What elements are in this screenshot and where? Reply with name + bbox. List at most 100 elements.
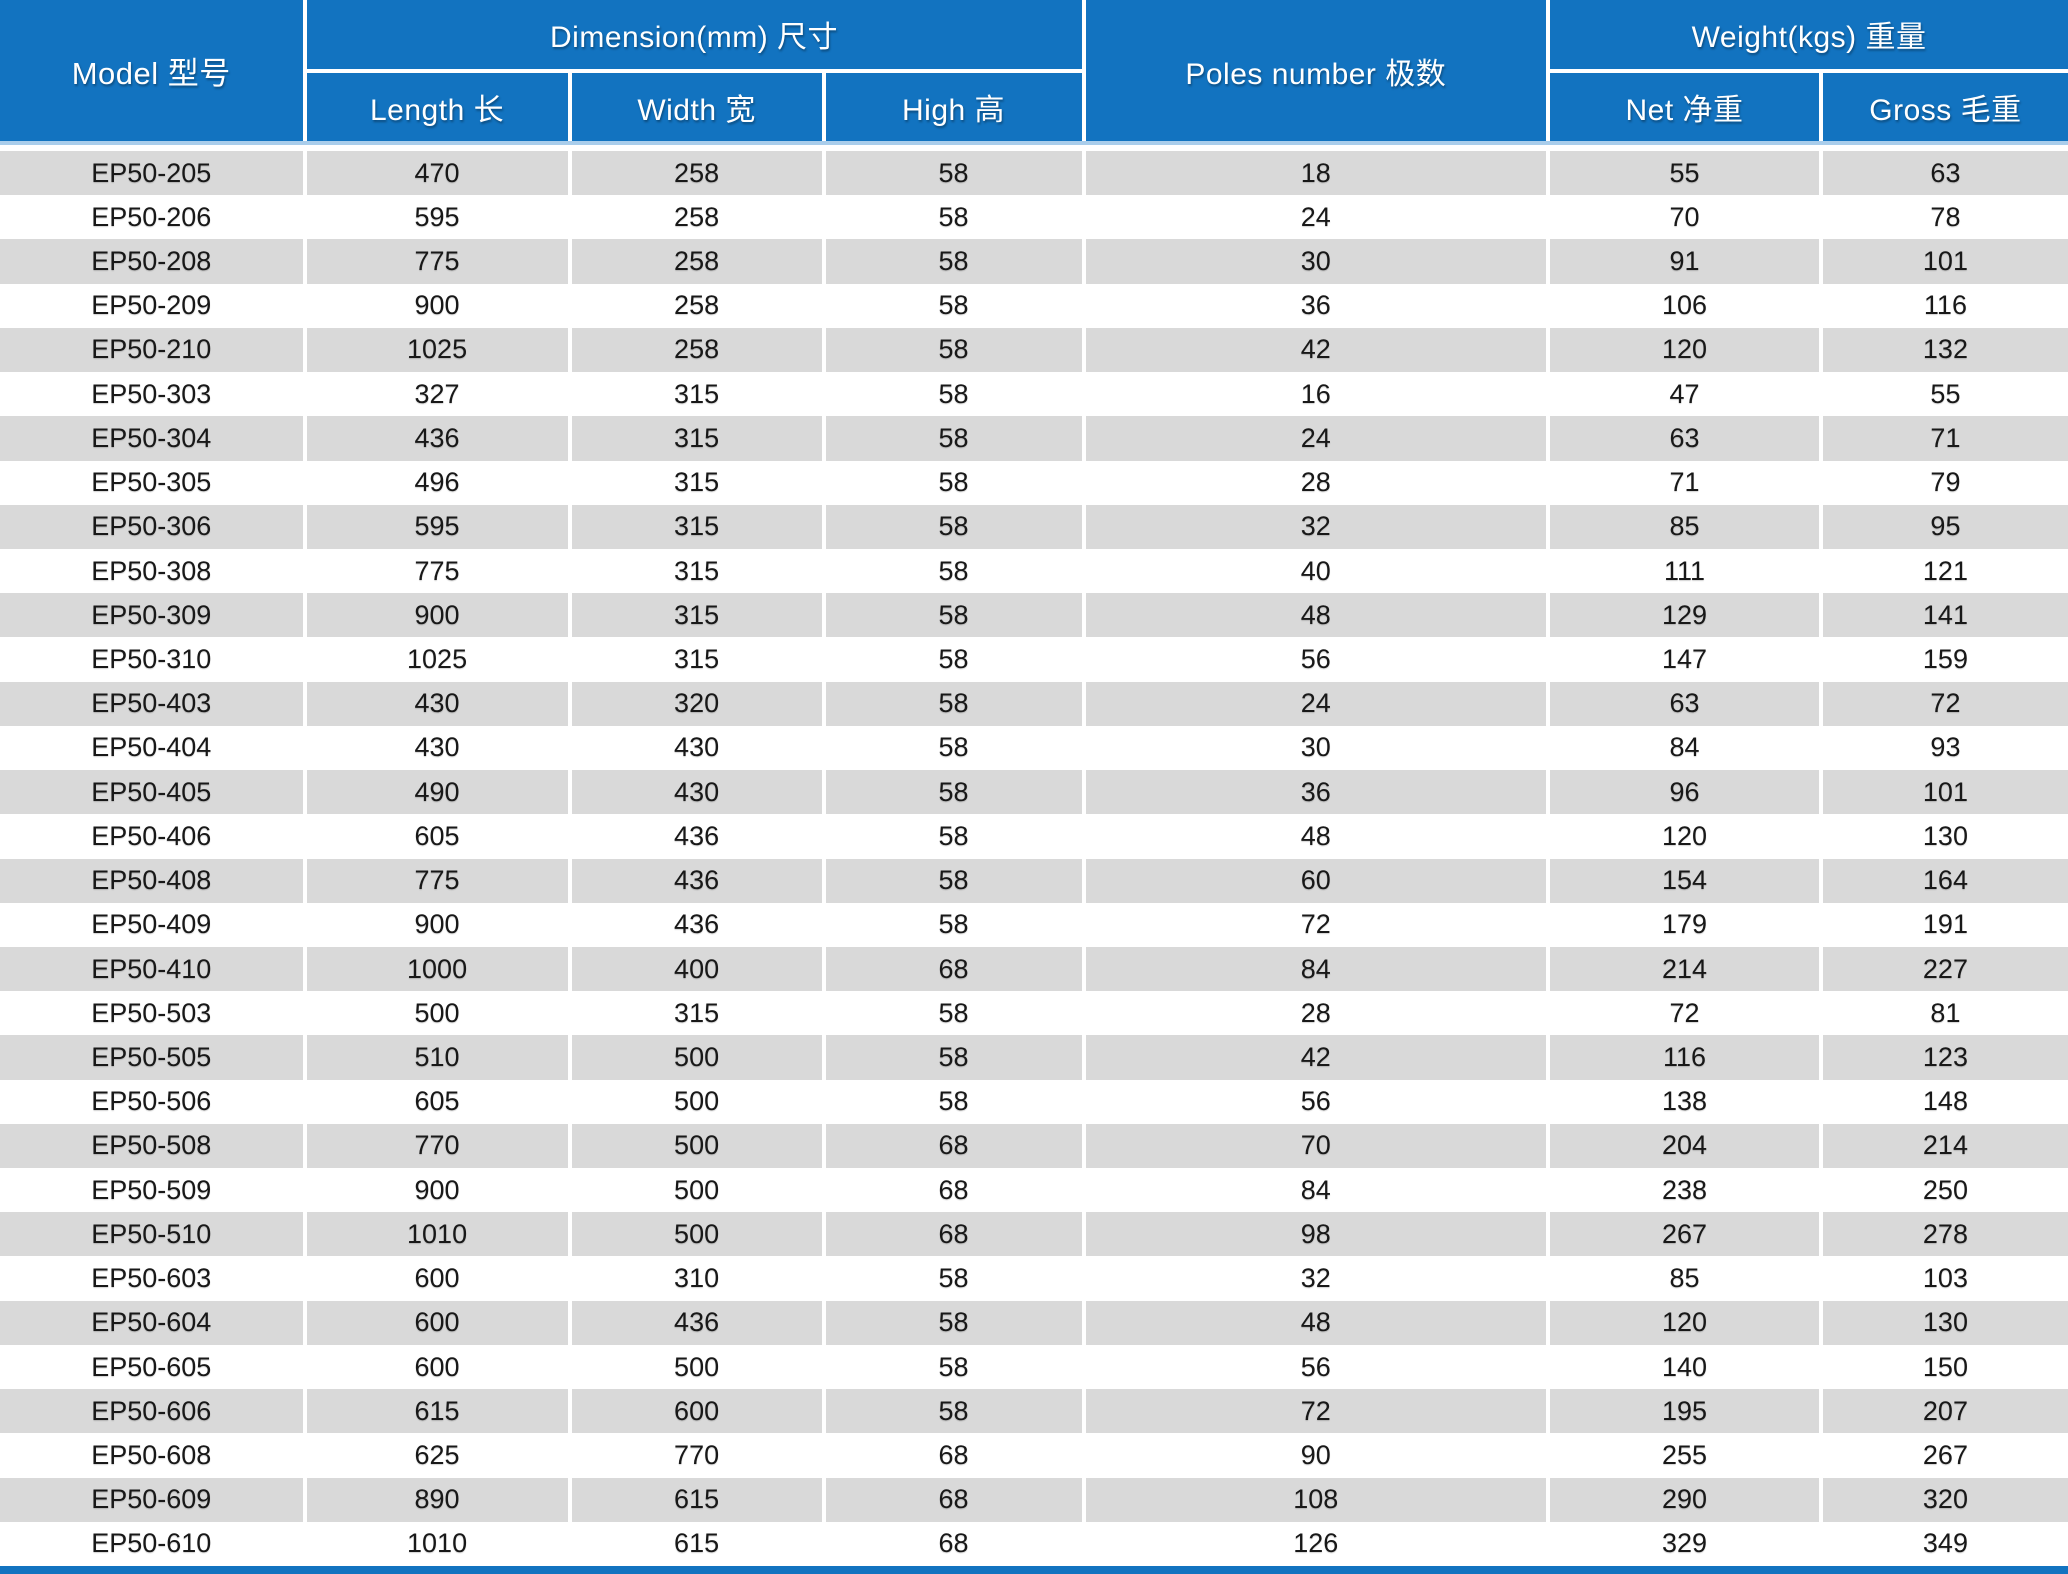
value-cell: 500 xyxy=(674,1351,720,1382)
value-cell: 126 xyxy=(1293,1528,1339,1559)
value-cell: 108 xyxy=(1085,1477,1547,1522)
value-cell: 436 xyxy=(571,858,822,903)
value-cell: 1010 xyxy=(306,1212,568,1257)
width-header-cell: Width 宽 xyxy=(571,72,822,141)
value-cell: 430 xyxy=(306,681,568,726)
value-cell: 400 xyxy=(571,946,822,992)
value-cell: 1025 xyxy=(306,327,568,373)
value-cell: 116 xyxy=(1550,1035,1819,1080)
value-cell: 58 xyxy=(938,290,969,321)
table-row: EP50-608 625 770 68 90 255 267 xyxy=(0,1433,2068,1478)
table-row: EP50-408 775 436 58 60 154 164 xyxy=(0,858,2068,903)
model-cell: EP50-606 xyxy=(0,1389,303,1434)
value-cell: 24 xyxy=(1085,416,1547,461)
table-row: EP50-406 605 436 58 48 120 130 xyxy=(0,814,2068,859)
model-cell: EP50-509 xyxy=(91,1174,212,1205)
table-row: EP50-403 430 320 58 24 63 72 xyxy=(0,681,2068,726)
value-cell: 150 xyxy=(1922,1351,1968,1382)
value-cell: 42 xyxy=(1085,327,1547,373)
table-body: EP50-205 470 258 58 18 55 63 EP50-206 595 258 58 24… xyxy=(0,151,2068,1566)
value-cell: 147 xyxy=(1661,644,1708,675)
table-row: EP50-306 595 315 58 32 85 95 xyxy=(0,504,2068,549)
value-cell: 615 xyxy=(571,1477,822,1522)
value-cell: 68 xyxy=(938,1174,969,1205)
value-cell: 258 xyxy=(571,327,822,373)
value-cell: 430 xyxy=(571,770,822,815)
value-cell: 770 xyxy=(306,1123,568,1169)
value-cell: 500 xyxy=(674,1086,720,1117)
value-cell: 500 xyxy=(674,1174,720,1205)
value-cell: 101 xyxy=(1822,770,2068,815)
model-cell: EP50-310 xyxy=(91,644,212,675)
value-cell: 58 xyxy=(825,593,1082,638)
value-cell: 191 xyxy=(1922,909,1968,940)
value-cell: 58 xyxy=(825,1035,1082,1080)
value-cell: 329 xyxy=(1661,1528,1708,1559)
table-row: EP50-308 775 315 58 40 111 121 xyxy=(0,548,2068,594)
value-cell: 775 xyxy=(306,858,568,903)
value-cell: 615 xyxy=(674,1528,720,1559)
table-row: EP50-604 600 436 58 48 120 130 xyxy=(0,1300,2068,1345)
value-cell: 58 xyxy=(938,997,969,1028)
value-cell: 138 xyxy=(1661,1086,1708,1117)
value-cell: 900 xyxy=(414,1174,460,1205)
value-cell: 775 xyxy=(414,555,460,586)
value-cell: 900 xyxy=(414,909,460,940)
value-cell: 775 xyxy=(306,239,568,284)
value-cell: 71 xyxy=(1822,416,2068,461)
value-cell: 58 xyxy=(938,467,969,498)
value-cell: 890 xyxy=(306,1477,568,1522)
value-cell: 310 xyxy=(674,1263,720,1294)
model-cell: EP50-308 xyxy=(91,555,212,586)
table-row: EP50-603 600 310 58 32 85 103 xyxy=(0,1256,2068,1301)
model-cell: EP50-209 xyxy=(91,290,212,321)
model-cell: EP50-605 xyxy=(91,1351,212,1382)
value-cell: 48 xyxy=(1300,820,1331,851)
table-row: EP50-309 900 315 58 48 129 141 xyxy=(0,593,2068,638)
value-cell: 595 xyxy=(306,504,568,549)
value-cell: 28 xyxy=(1300,997,1331,1028)
model-cell: EP50-206 xyxy=(91,201,212,232)
value-cell: 141 xyxy=(1822,593,2068,638)
value-cell: 68 xyxy=(825,946,1082,992)
value-cell: 605 xyxy=(414,1086,460,1117)
value-cell: 436 xyxy=(571,1300,822,1345)
value-cell: 605 xyxy=(414,820,460,851)
value-cell: 58 xyxy=(825,1300,1082,1345)
model-cell: EP50-205 xyxy=(0,151,303,196)
value-cell: 32 xyxy=(1085,504,1547,549)
bottom-accent-bar xyxy=(0,1566,2068,1574)
value-cell: 1000 xyxy=(306,946,568,992)
table-row: EP50-405 490 430 58 36 96 101 xyxy=(0,770,2068,815)
table-row: EP50-404 430 430 58 30 84 93 xyxy=(0,725,2068,771)
value-cell: 130 xyxy=(1822,1300,2068,1345)
value-cell: 278 xyxy=(1822,1212,2068,1257)
value-cell: 320 xyxy=(1822,1477,2068,1522)
value-cell: 214 xyxy=(1822,1123,2068,1169)
model-cell: EP50-510 xyxy=(0,1212,303,1257)
value-cell: 84 xyxy=(1300,1174,1331,1205)
value-cell: 56 xyxy=(1300,1086,1331,1117)
table-row: EP50-606 615 600 58 72 195 207 xyxy=(0,1389,2068,1434)
model-cell: EP50-409 xyxy=(91,909,212,940)
value-cell: 267 xyxy=(1550,1212,1819,1257)
value-cell: 179 xyxy=(1661,909,1708,940)
table-row: EP50-506 605 500 58 56 138 148 xyxy=(0,1079,2068,1124)
value-cell: 90 xyxy=(1300,1439,1331,1470)
model-cell: EP50-303 xyxy=(91,378,212,409)
value-cell: 258 xyxy=(571,239,822,284)
value-cell: 58 xyxy=(938,201,969,232)
value-cell: 68 xyxy=(825,1477,1082,1522)
value-cell: 68 xyxy=(938,1528,969,1559)
value-cell: 600 xyxy=(571,1389,822,1434)
value-cell: 227 xyxy=(1822,946,2068,992)
value-cell: 436 xyxy=(674,909,720,940)
model-cell: EP50-408 xyxy=(0,858,303,903)
value-cell: 470 xyxy=(306,151,568,196)
value-cell: 84 xyxy=(1669,732,1700,763)
value-cell: 195 xyxy=(1550,1389,1819,1434)
table-row: EP50-205 470 258 58 18 55 63 xyxy=(0,151,2068,196)
value-cell: 120 xyxy=(1661,820,1708,851)
model-cell: EP50-609 xyxy=(0,1477,303,1522)
value-cell: 36 xyxy=(1085,770,1547,815)
